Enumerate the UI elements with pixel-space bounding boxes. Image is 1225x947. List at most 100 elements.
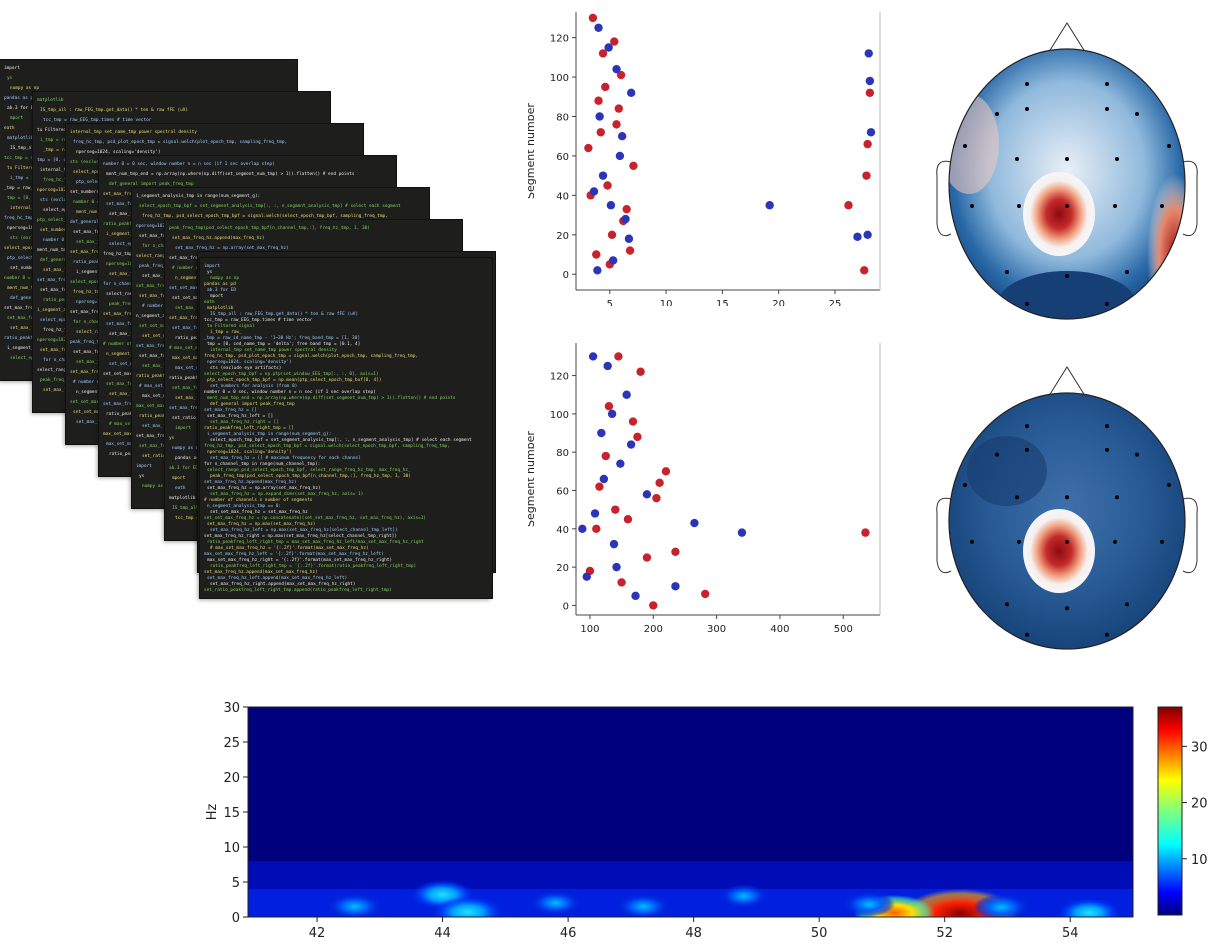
data-point-red bbox=[655, 478, 664, 488]
code-line: set_max_freq_hz = [] bbox=[204, 408, 257, 413]
electrode-dot bbox=[1065, 274, 1069, 278]
data-point-red bbox=[592, 250, 601, 259]
code-line: set_max_freq_hz_left = np.max(set_max_fr… bbox=[210, 528, 398, 533]
data-point-red bbox=[622, 204, 631, 214]
electrode-dot bbox=[1160, 539, 1164, 544]
left-ear-shape bbox=[936, 160, 952, 237]
code-line: number 0 = 0 sec, window number n = n se… bbox=[204, 390, 376, 395]
code-line: numpy as np bbox=[142, 484, 172, 489]
code-line: import bbox=[175, 426, 191, 431]
topomap-field bbox=[949, 393, 1185, 649]
y-tick-label: 100 bbox=[550, 73, 569, 84]
electrode-dot bbox=[1065, 157, 1069, 161]
data-point-red bbox=[862, 171, 871, 180]
electrode-dot bbox=[1065, 495, 1069, 500]
data-point-red bbox=[610, 37, 619, 46]
code-line: i_tmp = raw_ bbox=[210, 330, 242, 335]
electrode-dot bbox=[1015, 157, 1019, 161]
colorbar-tick-label: 30 bbox=[1191, 740, 1208, 755]
data-point-red bbox=[612, 120, 621, 129]
data-point-blue bbox=[622, 390, 631, 399]
code-line: set_max_freq_hz = np.array(set_max_freq_… bbox=[207, 486, 321, 491]
spectral-hotspot bbox=[530, 890, 581, 916]
data-point-red bbox=[598, 49, 608, 58]
data-point-blue bbox=[606, 201, 616, 210]
y-tick-label: 20 bbox=[556, 563, 569, 574]
data-point-blue bbox=[609, 539, 619, 549]
electrode-dot bbox=[995, 112, 999, 116]
y-tick-label: 40 bbox=[556, 191, 569, 202]
code-line: IS_tmp_all : raw_FEG_tmp.get_data() * te… bbox=[210, 312, 359, 317]
spectral-hotspot bbox=[617, 894, 670, 917]
y-axis-label: Segment number bbox=[528, 103, 537, 199]
data-point-red bbox=[601, 82, 610, 92]
code-line: nperseg=1024, scaling='density') bbox=[207, 360, 292, 365]
data-point-blue bbox=[594, 23, 603, 32]
y-tick-label: 20 bbox=[223, 771, 240, 786]
code-line: numpy as np bbox=[210, 276, 240, 281]
topomap-upper bbox=[936, 22, 1198, 320]
x-tick-label: 5 bbox=[607, 299, 613, 306]
code-line: ab.3 for ED bbox=[7, 106, 37, 111]
electrode-dot bbox=[1015, 495, 1019, 500]
code-line: set_set_max_freq_hz = np.concatenate((se… bbox=[204, 516, 427, 521]
code-line: set_max_freq_hz = np.expand_dims(set_max… bbox=[210, 492, 364, 497]
electrode-dot bbox=[963, 144, 967, 148]
code-line: number 0 = 0 sec, window number n = n se… bbox=[103, 162, 275, 167]
spectrogram-panel: 0 5 10 15 20 25 30 42 44 46 48 50 52 54 Hz 10 20 30 bbox=[195, 695, 1215, 943]
code-line: freq_hz_tmp, psd_select_epoch_tmp_bpf = … bbox=[142, 214, 388, 219]
code-line: def_general import peak_freq_tmp bbox=[109, 182, 194, 187]
code-line: ys bbox=[207, 270, 213, 275]
code-line: ys bbox=[7, 76, 13, 81]
data-point-blue bbox=[642, 490, 652, 499]
data-point-blue bbox=[615, 151, 625, 161]
electrode-dot bbox=[1065, 539, 1069, 544]
code-line: set_max_freq_hz_left = [] bbox=[207, 414, 274, 419]
code-line: pandas as pd bbox=[4, 96, 36, 101]
code-line: eath bbox=[175, 486, 186, 491]
data-point-red bbox=[628, 417, 638, 426]
data-point-blue bbox=[621, 214, 630, 224]
data-point-red bbox=[865, 88, 875, 98]
code-line: tu Filtered signal bbox=[207, 324, 255, 329]
code-line: i_tmp = raw_ bbox=[40, 138, 72, 143]
data-point-blue bbox=[588, 352, 598, 361]
code-line: select_epoch_tmp_bpf = set_segment_analy… bbox=[210, 438, 472, 443]
topomap-cool-region bbox=[967, 436, 1047, 506]
data-point-red bbox=[588, 13, 598, 23]
code-line: set_set_max_freq_hz = set_max_freq_hz bbox=[210, 510, 308, 515]
electrode-dot bbox=[1017, 539, 1021, 544]
data-point-red bbox=[623, 515, 633, 524]
code-line: # max_set_max_freq_hz = '{:.2f}'.format(… bbox=[210, 546, 369, 551]
code-line: tcc_tmp = raw_EEG_tmp.times # time vecto… bbox=[43, 118, 152, 123]
colorbar-tick-label: 20 bbox=[1191, 797, 1208, 812]
data-point-red bbox=[633, 432, 642, 442]
data-point-blue bbox=[595, 112, 604, 121]
code-line: matplotlib bbox=[169, 496, 196, 501]
data-point-blue bbox=[631, 591, 640, 601]
data-point-blue bbox=[604, 43, 613, 52]
electrode-dot bbox=[1025, 107, 1029, 111]
code-line: set_numbers for analysis (from 0) bbox=[210, 384, 298, 389]
electrode-dot bbox=[1160, 204, 1164, 208]
code-line: tu Filtered signal bbox=[7, 166, 55, 171]
data-point-red bbox=[861, 528, 870, 537]
code-line: ment_num_tmp_end = np.array(np.where(np.… bbox=[207, 396, 456, 401]
x-tick-label: 52 bbox=[936, 926, 953, 941]
code-line: pandas as pd bbox=[204, 282, 236, 287]
code-line: ratio_peakfreq_left_right_tmp = max_set_… bbox=[207, 540, 424, 545]
code-line: IS_tmp_all : raw_FEG_tmp.get_data() * te… bbox=[40, 108, 189, 113]
electrode-dot bbox=[1125, 270, 1129, 274]
right-ear-shape bbox=[1182, 497, 1198, 574]
code-line: nperseg=1024, scaling='density') bbox=[207, 450, 292, 455]
electrode-dot bbox=[995, 452, 999, 457]
data-point-blue bbox=[626, 440, 636, 449]
code-window: import ys numpy as np pandas as pd ab.3 for … bbox=[200, 258, 492, 598]
data-point-blue bbox=[865, 76, 875, 86]
code-line: sts (exclude eye artifacts) bbox=[210, 366, 282, 371]
code-line: set_max_freq_hz_right.append(max_set_max… bbox=[210, 582, 356, 587]
electrode-dot bbox=[1025, 632, 1029, 637]
data-point-blue bbox=[589, 187, 599, 196]
code-line: eath bbox=[204, 300, 215, 305]
code-line: ratio_peakfreq_left_right_tmp = [] bbox=[204, 426, 294, 431]
